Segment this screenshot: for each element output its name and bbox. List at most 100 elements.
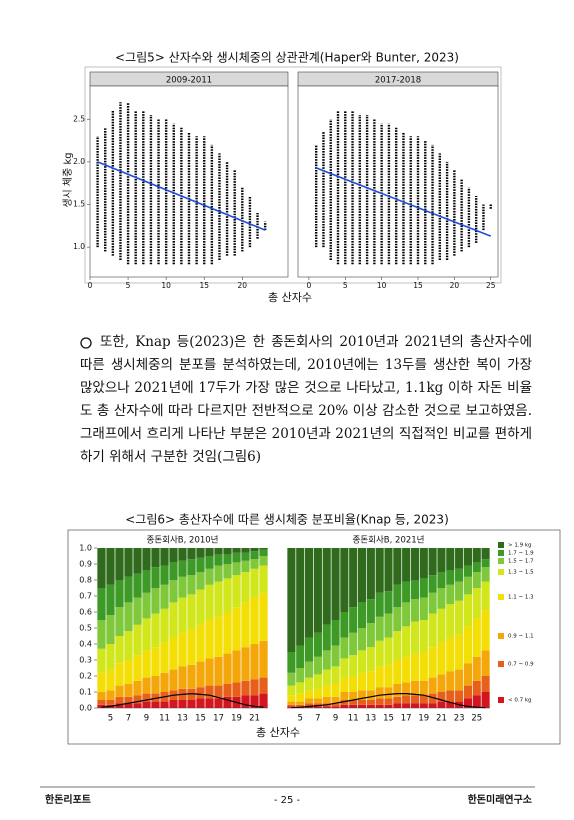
footer-left: 한돈리포트 <box>45 793 91 806</box>
bar-segment <box>133 680 142 696</box>
bar-segment <box>305 690 314 699</box>
bar-segment <box>463 626 472 664</box>
x-tick-label: 25 <box>486 281 496 290</box>
bar-segment <box>97 588 106 620</box>
bar-segment <box>151 647 160 676</box>
bar-segment <box>196 661 205 688</box>
bar-segment <box>142 693 151 702</box>
x-tick-label: 25 <box>471 714 482 724</box>
bar-segment <box>357 650 367 673</box>
bar-segment <box>169 548 178 563</box>
bar-segment <box>205 620 214 659</box>
legend-swatch <box>498 697 504 703</box>
page-number: - 25 - <box>274 795 301 806</box>
bar-segment <box>428 575 437 593</box>
x-tick-label: 21 <box>436 714 447 724</box>
bar-segment <box>115 663 124 686</box>
frequency-line <box>291 693 486 709</box>
bar-segment <box>472 572 481 588</box>
bar-segment <box>106 669 115 691</box>
legend-swatch <box>498 661 504 667</box>
x-tick-label: 5 <box>343 281 348 290</box>
bar-segment <box>463 663 472 686</box>
x-tick-label: 17 <box>401 714 412 724</box>
bar-segment <box>232 682 241 697</box>
x-tick-label: 15 <box>413 281 423 290</box>
bar-segment <box>349 548 358 608</box>
x-tick-label: 10 <box>377 281 387 290</box>
bar-segment <box>366 671 375 691</box>
bar-segment <box>472 618 481 657</box>
x-tick-label: 9 <box>144 714 149 724</box>
bar-segment <box>393 607 402 632</box>
bar-segment <box>232 562 241 576</box>
bar-segment <box>455 548 464 569</box>
bar-segment <box>133 573 142 598</box>
bar-segment <box>296 704 305 707</box>
bar-segment <box>322 650 331 670</box>
bar-segment <box>393 660 402 684</box>
bar-segment <box>463 548 472 566</box>
legend-label: > 1.9 kg <box>508 543 532 549</box>
bar-segment <box>313 674 322 689</box>
bar-segment <box>437 608 446 643</box>
bar-segment <box>287 701 296 705</box>
bar-segment <box>241 572 250 603</box>
bar-segment <box>313 706 322 708</box>
bar-segment <box>340 704 349 708</box>
bar-segment <box>313 688 322 699</box>
bar-segment <box>428 592 437 614</box>
bar-segment <box>437 701 446 708</box>
x-tick-label: 20 <box>238 281 248 290</box>
bar-segment <box>402 682 411 696</box>
bar-segment <box>455 634 464 670</box>
bar-segment <box>178 576 187 598</box>
bar-segment <box>133 655 142 681</box>
bar-segment <box>393 696 402 704</box>
bar-segment <box>232 552 241 563</box>
x-tick-label: 23 <box>454 714 465 724</box>
y-tick-label: 0.2 <box>79 672 92 681</box>
x-tick-label: 15 <box>383 714 394 724</box>
bar-segment <box>366 690 375 700</box>
bar-segment <box>384 664 393 688</box>
bar-segment <box>393 584 402 608</box>
bar-segment <box>124 576 133 603</box>
bar-segment <box>151 588 160 614</box>
bar-segment <box>214 548 223 555</box>
bar-segment <box>313 656 322 675</box>
bar-segment <box>463 685 472 699</box>
x-axis-label: 총 산자수 <box>256 726 300 739</box>
bar-segment <box>250 644 259 680</box>
bar-segment <box>384 637 393 665</box>
bar-segment <box>259 640 268 678</box>
bar-segment <box>142 650 151 678</box>
bar-segment <box>151 548 160 568</box>
x-tick-label: 19 <box>231 714 242 724</box>
bar-segment <box>402 626 411 657</box>
bar-segment <box>160 672 169 692</box>
bar-segment <box>259 677 268 694</box>
bar-segment <box>305 706 314 708</box>
bar-segment <box>205 658 214 686</box>
bar-segment <box>384 687 393 699</box>
bar-segment <box>133 695 142 704</box>
legend-swatch <box>498 594 504 600</box>
x-tick-label: 13 <box>365 714 376 724</box>
bar-segment <box>106 584 115 616</box>
x-tick-label: 13 <box>177 714 188 724</box>
bar-segment <box>402 656 411 683</box>
bar-segment <box>223 578 232 612</box>
bar-segment <box>187 629 196 665</box>
bar-segment <box>205 685 214 699</box>
bar-segment <box>331 703 340 707</box>
bar-segment <box>223 653 232 684</box>
bar-segment <box>115 636 124 664</box>
bar-segment <box>313 632 322 657</box>
y-tick-label: 0.9 <box>79 560 92 569</box>
bar-segment <box>196 589 205 625</box>
bar-segment <box>115 548 124 580</box>
bar-segment <box>124 684 133 697</box>
bar-segment <box>340 692 349 700</box>
